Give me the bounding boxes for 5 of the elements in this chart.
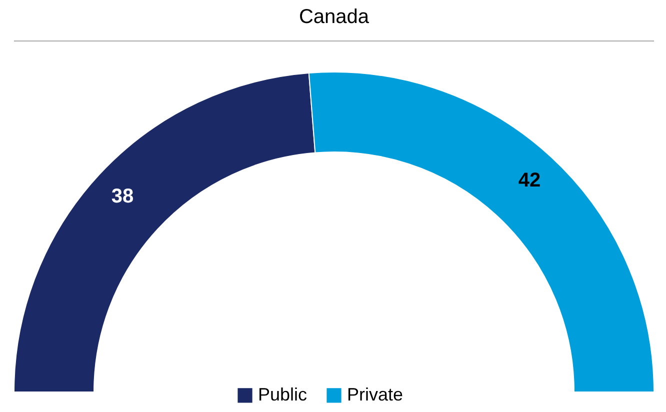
- chart-title: Canada: [298, 6, 370, 28]
- legend-label: Public: [258, 384, 308, 404]
- data-label: 38: [111, 186, 134, 208]
- data-label: 42: [518, 170, 541, 192]
- legend-label: Private: [347, 384, 404, 404]
